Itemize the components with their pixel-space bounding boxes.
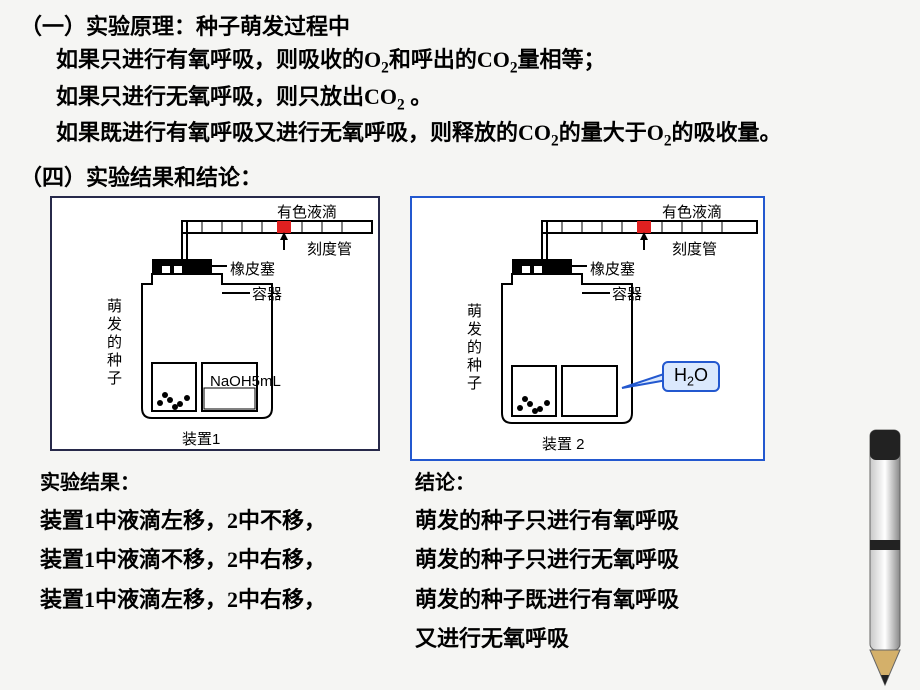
device1-svg xyxy=(52,198,382,453)
device1-diagram: 有色液滴 橡皮塞 容器 刻度管 萌 发 的 种 子 NaOH5mL 装置1 xyxy=(50,196,380,451)
seed-label: 萌 发 的 种 子 xyxy=(107,298,122,388)
section1-title: （一）实验原理：种子萌发过程中 xyxy=(20,10,870,43)
device1-caption: 装置1 xyxy=(182,428,220,449)
t: H xyxy=(674,365,687,385)
text: 的量大于O xyxy=(559,120,664,145)
t: 的 xyxy=(107,334,122,352)
tube-label: 刻度管 xyxy=(307,238,352,259)
text: 如果只进行有氧呼吸，则吸收的O xyxy=(56,47,381,72)
page-content: （一）实验原理：种子萌发过程中 如果只进行有氧呼吸，则吸收的O2和呼出的CO2量… xyxy=(0,0,920,669)
t: 子 xyxy=(467,375,482,393)
conclusion-3b: 又进行无氧呼吸 xyxy=(415,619,569,659)
text: 和呼出的CO xyxy=(389,47,510,72)
t: 种 xyxy=(467,357,482,375)
conclusion-3a: 萌发的种子既进行有氧呼吸 xyxy=(415,580,679,620)
blank xyxy=(40,619,415,659)
tube-label: 刻度管 xyxy=(672,238,717,259)
text: 如果既进行有氧呼吸又进行无氧呼吸，则释放的CO xyxy=(56,120,551,145)
t: 种 xyxy=(107,352,122,370)
sub: 2 xyxy=(397,96,405,113)
container-label: 容器 xyxy=(612,283,642,304)
principle-line1: 如果只进行有氧呼吸，则吸收的O2和呼出的CO2量相等； xyxy=(20,43,870,80)
container-label: 容器 xyxy=(252,283,282,304)
t: 子 xyxy=(107,370,122,388)
t: 发 xyxy=(467,321,482,339)
sub: 2 xyxy=(687,374,694,388)
naoh-label: NaOH5mL xyxy=(210,373,281,390)
sub: 2 xyxy=(551,132,559,149)
results-section: 实验结果： 结论： 装置1中液滴左移，2中不移， 萌发的种子只进行有氧呼吸 装置… xyxy=(40,465,870,659)
seed-label: 萌 发 的 种 子 xyxy=(467,303,482,393)
result-1: 装置1中液滴左移，2中不移， xyxy=(40,501,415,541)
sub: 2 xyxy=(381,59,389,76)
text: 的吸收量。 xyxy=(672,120,782,145)
sub: 2 xyxy=(664,132,672,149)
principle-line2: 如果只进行无氧呼吸，则只放出CO2 。 xyxy=(20,80,870,117)
h2o-callout: H2O xyxy=(662,361,720,393)
t: O xyxy=(694,365,708,385)
t: 发 xyxy=(107,316,122,334)
text: 量相等； xyxy=(518,47,606,72)
diagram-row: 有色液滴 橡皮塞 容器 刻度管 萌 发 的 种 子 NaOH5mL 装置1 xyxy=(50,196,870,461)
text: 如果只进行无氧呼吸，则只放出CO xyxy=(56,84,397,109)
section4-title: （四）实验结果和结论： xyxy=(20,161,870,194)
droplet-label: 有色液滴 xyxy=(662,201,722,222)
result-3: 装置1中液滴左移，2中右移， xyxy=(40,580,415,620)
droplet-label: 有色液滴 xyxy=(277,201,337,222)
conclusion-header: 结论： xyxy=(415,465,475,501)
t: 萌 xyxy=(467,303,482,321)
text: 。 xyxy=(405,84,433,109)
conclusion-2: 萌发的种子只进行无氧呼吸 xyxy=(415,540,679,580)
stopper-label: 橡皮塞 xyxy=(590,258,635,279)
result-header: 实验结果： xyxy=(40,465,415,501)
sub: 2 xyxy=(510,59,518,76)
stopper-label: 橡皮塞 xyxy=(230,258,275,279)
conclusion-1: 萌发的种子只进行有氧呼吸 xyxy=(415,501,679,541)
device2-diagram: 有色液滴 橡皮塞 容器 刻度管 萌 发 的 种 子 H2O 装置 2 xyxy=(410,196,765,461)
device2-caption: 装置 2 xyxy=(542,433,585,454)
result-2: 装置1中液滴不移，2中右移， xyxy=(40,540,415,580)
t: 萌 xyxy=(107,298,122,316)
t: 的 xyxy=(467,339,482,357)
principle-line3: 如果既进行有氧呼吸又进行无氧呼吸，则释放的CO2的量大于O2的吸收量。 xyxy=(20,116,870,153)
